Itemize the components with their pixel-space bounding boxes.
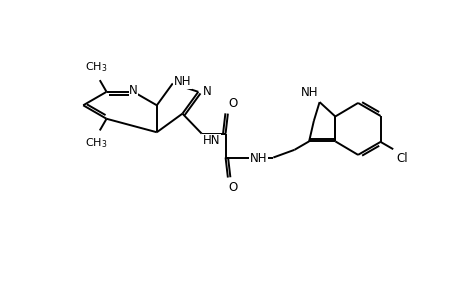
Text: CH$_3$: CH$_3$ <box>85 136 108 150</box>
Text: CH$_3$: CH$_3$ <box>85 61 108 74</box>
Text: NH: NH <box>300 86 317 99</box>
Text: O: O <box>228 97 237 110</box>
Text: N: N <box>129 84 138 97</box>
Text: N: N <box>202 85 211 98</box>
Text: NH: NH <box>249 152 266 165</box>
Text: O: O <box>228 182 237 194</box>
Text: NH: NH <box>173 76 190 88</box>
Text: HN: HN <box>202 134 219 147</box>
Text: Cl: Cl <box>396 152 407 164</box>
